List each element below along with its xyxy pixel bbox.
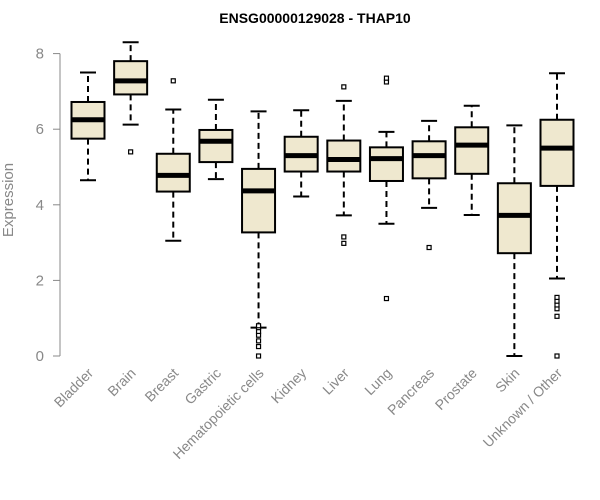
outlier-point <box>341 84 347 90</box>
outlier-point <box>554 353 560 359</box>
iqr-box <box>198 128 234 164</box>
iqr-box <box>496 182 532 255</box>
box-group <box>113 41 149 155</box>
y-axis-label: Expression <box>0 163 17 237</box>
x-category-label: Prostate <box>432 365 480 413</box>
outlier-point <box>255 323 262 329</box>
outlier-point <box>170 78 176 84</box>
box-group <box>496 124 532 357</box>
outlier-point <box>128 149 134 155</box>
x-category-label: Liver <box>319 365 352 398</box>
chart-title: ENSG00000129028 - THAP10 <box>219 10 411 26</box>
x-category-label: Bladder <box>51 365 97 411</box>
y-axis: 0 2 4 6 8 <box>36 46 61 365</box>
iqr-box <box>326 139 362 173</box>
iqr-box <box>241 167 277 234</box>
outlier-point <box>383 295 390 302</box>
y-tick-label: 8 <box>36 46 44 63</box>
outlier-point <box>341 234 347 240</box>
x-category-label: Kidney <box>268 365 310 407</box>
box-group <box>368 75 404 302</box>
iqr-box <box>411 140 447 180</box>
box-group <box>454 104 490 217</box>
iqr-box <box>539 118 575 187</box>
x-category-label: Pancreas <box>384 365 437 418</box>
box-group <box>283 109 319 198</box>
outlier-point <box>383 75 390 81</box>
box-group <box>411 119 447 251</box>
outlier-point <box>554 313 560 319</box>
iqr-box <box>113 60 149 96</box>
outlier-point <box>341 240 347 246</box>
box-group <box>70 71 106 182</box>
x-category-label: Brain <box>104 365 138 399</box>
x-category-label: Gastric <box>181 365 224 408</box>
outlier-point <box>255 353 262 359</box>
x-category-label: Unknown / Other <box>480 365 566 451</box>
outlier-point <box>255 343 262 350</box>
outlier-point <box>426 244 432 251</box>
boxes <box>70 41 575 359</box>
box-group <box>326 84 362 246</box>
box-group <box>539 72 575 359</box>
outlier-point <box>554 294 560 301</box>
iqr-box <box>155 152 191 193</box>
y-tick-label: 4 <box>36 197 44 214</box>
x-category-label: Skin <box>492 365 523 396</box>
outlier-point <box>255 338 262 344</box>
y-tick-label: 2 <box>36 272 44 289</box>
y-tick-label: 0 <box>36 348 44 365</box>
x-category-label: Lung <box>361 365 394 398</box>
box-group <box>241 110 277 359</box>
box-group <box>198 98 234 181</box>
y-tick-label: 6 <box>36 121 44 138</box>
iqr-box <box>368 146 404 182</box>
box-group <box>155 78 191 242</box>
x-category-label: Breast <box>141 365 181 405</box>
iqr-box <box>454 126 490 175</box>
